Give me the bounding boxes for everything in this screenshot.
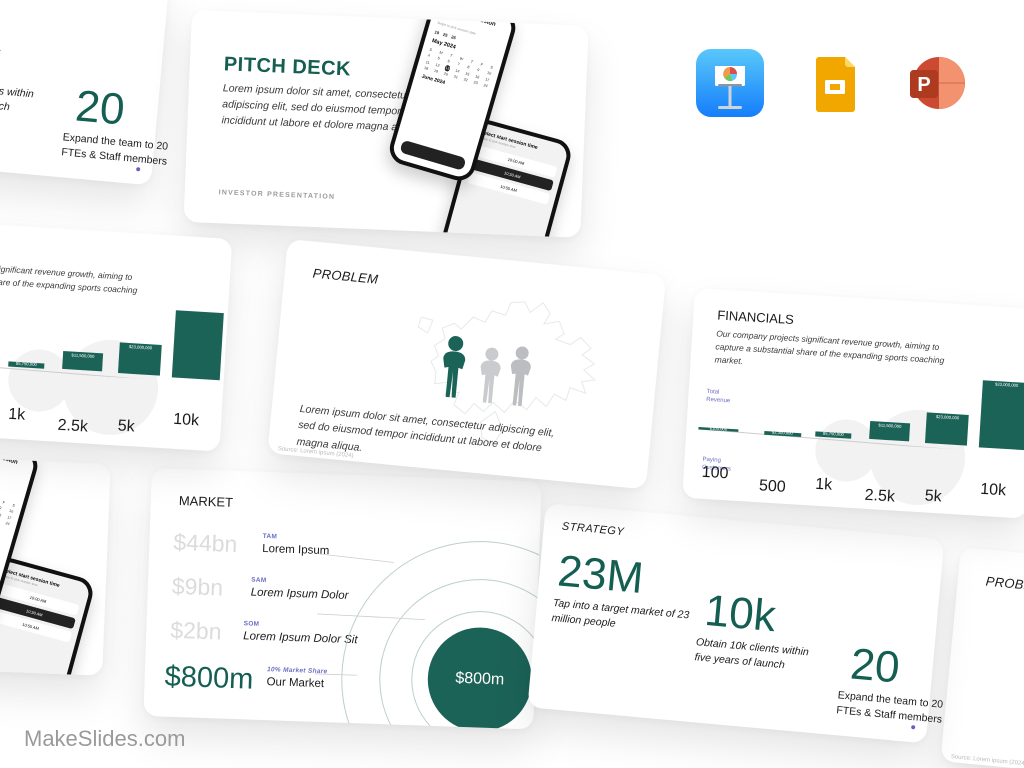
svg-text:P: P xyxy=(917,74,930,96)
svg-text:$100,000: $100,000 xyxy=(710,426,728,432)
svg-text:$800m: $800m xyxy=(455,670,504,689)
